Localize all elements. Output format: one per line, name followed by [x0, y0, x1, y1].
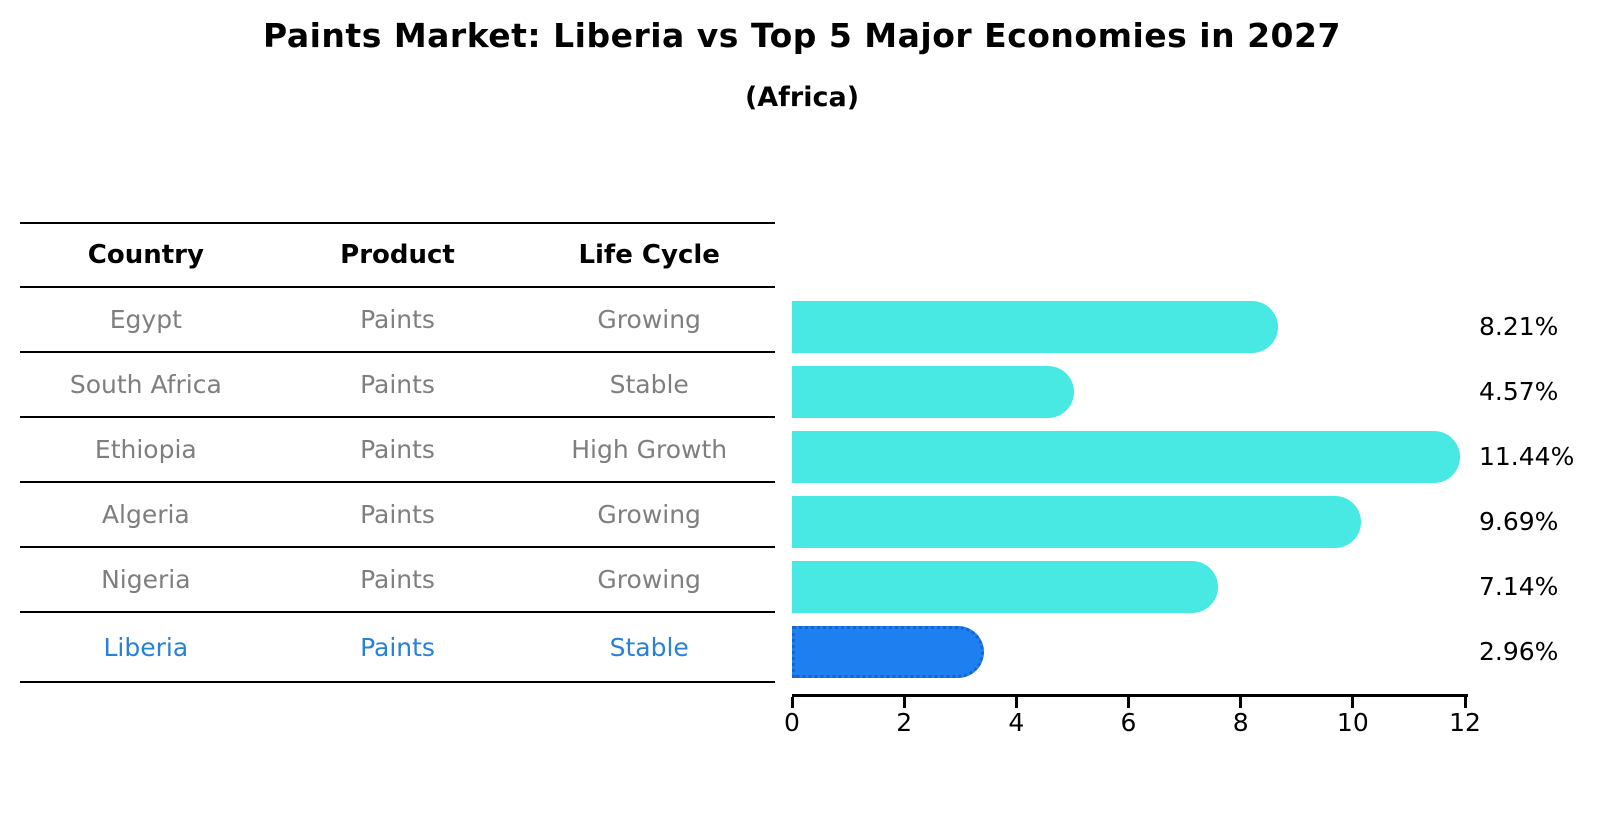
bar-value-label: 2.96%	[1479, 637, 1559, 666]
table-row: Ethiopia Paints High Growth	[20, 418, 775, 483]
product-cell: Paints	[360, 565, 435, 594]
x-tick-label: 4	[1008, 708, 1025, 737]
column-header-country: Country	[87, 240, 204, 270]
bar-value-label: 4.57%	[1479, 377, 1559, 406]
x-tick-label: 0	[784, 708, 800, 737]
country-cell: Algeria	[101, 500, 190, 529]
life-cycle-cell: Growing	[597, 500, 701, 529]
x-tick-label: 2	[896, 708, 913, 737]
country-cell: South Africa	[69, 370, 222, 399]
bar	[792, 366, 1075, 418]
table-row: Egypt Paints Growing	[20, 288, 775, 353]
country-table: Country Product Life Cycle Egypt Paints …	[20, 222, 775, 683]
table-row: Algeria Paints Growing	[20, 483, 775, 548]
product-cell: Paints	[360, 435, 435, 464]
product-cell: Paints	[360, 305, 435, 334]
country-cell: Nigeria	[101, 565, 191, 594]
column-header-product: Product	[340, 240, 455, 270]
x-tick	[1351, 697, 1355, 708]
chart-title: Paints Market: Liberia vs Top 5 Major Ec…	[263, 16, 1341, 55]
column-header-life-cycle: Life Cycle	[578, 240, 720, 270]
product-cell: Paints	[360, 370, 435, 399]
life-cycle-cell: Growing	[597, 565, 701, 594]
bar	[792, 496, 1362, 548]
x-axis-line	[792, 694, 1468, 697]
x-tick	[1014, 697, 1018, 708]
x-tick	[1127, 697, 1130, 708]
table-header-row: Country Product Life Cycle	[20, 222, 775, 288]
bar-value-label: 8.21%	[1479, 312, 1559, 341]
country-cell: Egypt	[109, 305, 182, 334]
x-tick-label: 12	[1449, 708, 1481, 737]
bar	[792, 561, 1219, 613]
product-cell: Paints	[360, 632, 435, 662]
bar	[792, 431, 1460, 483]
x-tick	[902, 697, 906, 708]
life-cycle-cell: Stable	[609, 632, 689, 662]
x-tick-label: 8	[1232, 708, 1249, 737]
table-row-liberia-highlight: Liberia Paints Stable	[20, 613, 775, 683]
table-row: Nigeria Paints Growing	[20, 548, 775, 613]
x-tick	[790, 697, 794, 708]
x-tick-label: 10	[1336, 708, 1369, 737]
country-cell: Ethiopia	[94, 435, 197, 464]
x-tick	[1239, 697, 1243, 708]
product-cell: Paints	[360, 500, 435, 529]
bar	[792, 626, 984, 678]
bar	[792, 301, 1279, 353]
country-cell: Liberia	[103, 632, 189, 662]
life-cycle-cell: Growing	[597, 305, 701, 334]
bar-value-label: 11.44%	[1479, 442, 1575, 471]
x-tick	[1463, 697, 1467, 708]
bar-value-label: 9.69%	[1479, 507, 1559, 536]
x-tick-label: 6	[1120, 708, 1137, 737]
table-row: South Africa Paints Stable	[20, 353, 775, 418]
chart-subtitle: (Africa)	[744, 82, 860, 113]
life-cycle-cell: High Growth	[571, 435, 728, 464]
life-cycle-cell: Stable	[609, 370, 689, 399]
bar-value-label: 7.14%	[1479, 572, 1559, 601]
